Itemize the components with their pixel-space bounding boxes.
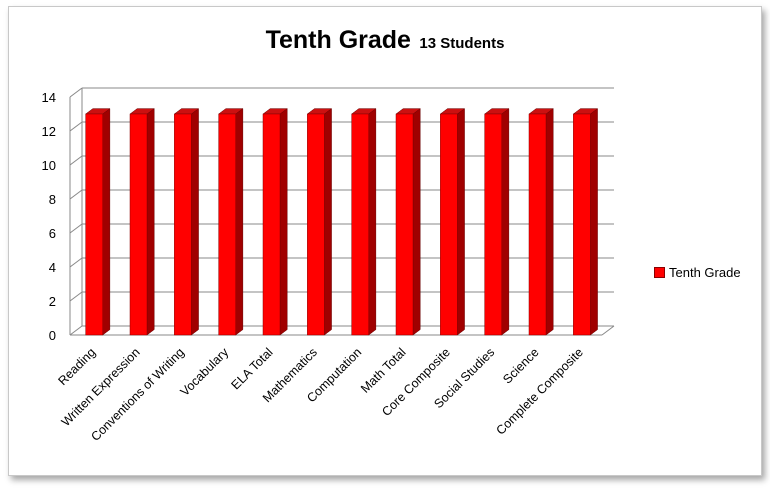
y-tick-label: 0 [49, 328, 56, 343]
y-tick-label: 2 [49, 294, 56, 309]
x-tick-label: Science [500, 345, 541, 386]
gridline-side [69, 291, 83, 302]
bar-side [146, 108, 155, 336]
gridline-side [69, 189, 83, 200]
gridline-side [69, 155, 83, 166]
bar-side [279, 108, 288, 336]
y-tick-label: 12 [42, 124, 56, 139]
bar [528, 113, 547, 336]
y-tick-label: 4 [49, 260, 56, 275]
x-tick-label: Vocabulary [178, 345, 232, 399]
bar [351, 113, 369, 336]
bar-side [102, 108, 111, 336]
bar [129, 113, 148, 336]
bar-side [545, 108, 554, 336]
legend-label: Tenth Grade [669, 265, 741, 280]
bar-side [191, 108, 199, 336]
bar [174, 113, 192, 336]
y-tick-label: 10 [42, 158, 56, 173]
chart-subtitle: 13 Students [419, 35, 505, 52]
gridline-side [69, 87, 83, 98]
bar-side [501, 108, 510, 336]
bar [262, 113, 281, 336]
bar [484, 113, 502, 336]
y-tick-label: 8 [49, 192, 56, 207]
floor-edge [601, 325, 615, 336]
bar [440, 113, 458, 336]
x-tick-label: Written Expression [59, 345, 143, 429]
x-tick-label: Reading [55, 345, 98, 388]
bar-side [324, 108, 332, 336]
gridline-side [69, 325, 83, 336]
bar-side [457, 108, 465, 336]
gridline-side [69, 257, 83, 268]
x-tick-label: ELA Total [229, 345, 276, 392]
bar [573, 113, 591, 336]
gridline-side [69, 223, 83, 234]
bar-side [412, 108, 421, 336]
x-tick-label: Complete Composite [494, 345, 586, 437]
bar-side [368, 108, 377, 336]
bar [85, 113, 103, 336]
legend-swatch [654, 267, 665, 278]
legend: Tenth Grade [654, 265, 741, 280]
gridline-side [69, 121, 83, 132]
bar [307, 113, 325, 336]
y-tick-label: 14 [42, 90, 56, 105]
y-tick-label: 6 [49, 226, 56, 241]
bar [395, 113, 414, 336]
chart-title-main: Tenth Grade [265, 26, 411, 54]
bar [218, 113, 236, 336]
chart-title: Tenth Grade 13 Students [0, 26, 770, 55]
bar-side [590, 108, 598, 336]
bar-side [235, 108, 244, 336]
